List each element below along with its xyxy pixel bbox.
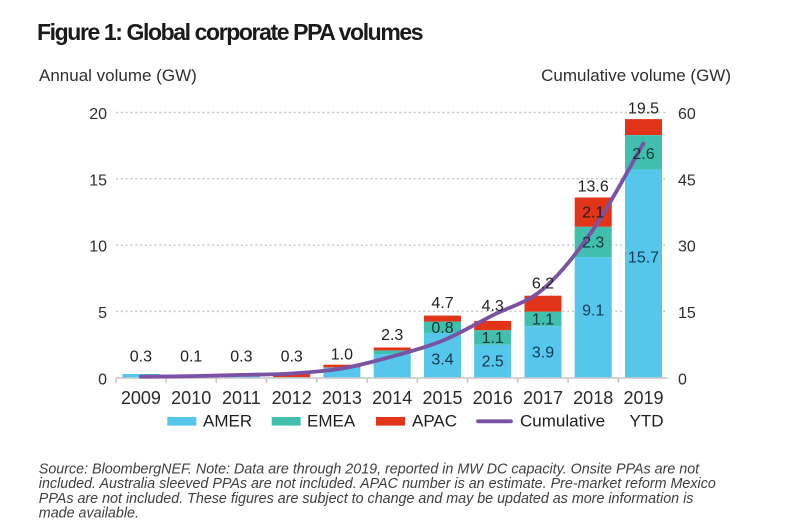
svg-text:19.5: 19.5 — [628, 101, 659, 118]
svg-text:Cumulative volume (GW): Cumulative volume (GW) — [541, 66, 731, 85]
svg-text:2010: 2010 — [171, 388, 211, 408]
svg-text:AMER: AMER — [203, 412, 252, 431]
svg-text:2.5: 2.5 — [482, 354, 504, 371]
svg-text:4.7: 4.7 — [431, 295, 453, 312]
svg-text:0.3: 0.3 — [230, 349, 252, 366]
svg-text:0: 0 — [98, 372, 107, 389]
svg-text:9.1: 9.1 — [582, 303, 604, 320]
svg-text:30: 30 — [678, 239, 696, 256]
svg-text:45: 45 — [678, 172, 696, 189]
svg-text:5: 5 — [98, 305, 107, 322]
svg-text:2019: 2019 — [623, 388, 663, 408]
svg-text:0.3: 0.3 — [281, 349, 303, 366]
svg-text:4.3: 4.3 — [482, 298, 504, 315]
svg-text:15.7: 15.7 — [628, 250, 659, 267]
svg-text:3.4: 3.4 — [431, 352, 453, 369]
svg-text:60: 60 — [678, 106, 696, 123]
svg-text:Figure 1: Global corporate PPA: Figure 1: Global corporate PPA volumes — [37, 19, 423, 45]
svg-text:2013: 2013 — [322, 388, 362, 408]
svg-text:1.0: 1.0 — [331, 347, 353, 364]
svg-text:2018: 2018 — [573, 388, 613, 408]
svg-text:Annual volume (GW): Annual volume (GW) — [39, 66, 197, 85]
svg-text:0: 0 — [678, 372, 687, 389]
svg-text:3.9: 3.9 — [532, 345, 554, 362]
svg-text:APAC: APAC — [412, 412, 457, 431]
svg-text:0.1: 0.1 — [180, 349, 202, 366]
svg-text:10: 10 — [89, 239, 107, 256]
svg-text:1.1: 1.1 — [482, 330, 504, 347]
svg-text:20: 20 — [89, 106, 107, 123]
svg-text:included. Australia sleeved PP: included. Australia sleeved PPAs are not… — [39, 476, 716, 492]
svg-text:2015: 2015 — [422, 388, 462, 408]
svg-text:15: 15 — [89, 172, 107, 189]
svg-text:Cumulative: Cumulative — [520, 412, 605, 431]
svg-text:1.1: 1.1 — [532, 312, 554, 329]
svg-text:2011: 2011 — [222, 388, 261, 408]
svg-text:2017: 2017 — [523, 388, 563, 408]
svg-text:2016: 2016 — [473, 388, 513, 408]
svg-text:YTD: YTD — [630, 412, 664, 431]
svg-text:2014: 2014 — [372, 388, 412, 408]
svg-text:2.1: 2.1 — [582, 205, 604, 222]
svg-text:2012: 2012 — [272, 388, 312, 408]
svg-text:made available.: made available. — [39, 506, 139, 522]
svg-text:2.3: 2.3 — [381, 327, 403, 344]
svg-text:6.2: 6.2 — [532, 276, 554, 293]
svg-text:13.6: 13.6 — [578, 179, 609, 196]
svg-text:2009: 2009 — [121, 388, 161, 408]
svg-text:PPAs are not included. These f: PPAs are not included. These figures are… — [39, 491, 694, 507]
svg-text:Source: BloombergNEF. Note: Da: Source: BloombergNEF. Note: Data are thr… — [39, 462, 700, 478]
svg-text:15: 15 — [678, 305, 696, 322]
svg-text:0.3: 0.3 — [130, 349, 152, 366]
svg-text:0.8: 0.8 — [431, 320, 453, 337]
svg-text:EMEA: EMEA — [307, 412, 356, 431]
svg-text:2.3: 2.3 — [582, 235, 604, 252]
svg-text:2.6: 2.6 — [632, 146, 654, 163]
